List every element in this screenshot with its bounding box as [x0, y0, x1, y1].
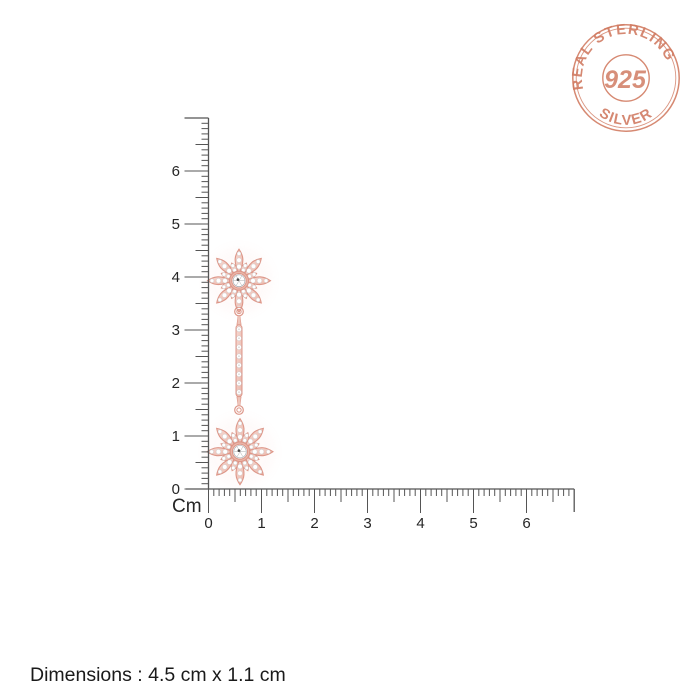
svg-text:0: 0: [204, 515, 212, 532]
svg-text:Cm: Cm: [172, 496, 202, 517]
svg-text:4: 4: [416, 515, 424, 532]
svg-text:925: 925: [604, 66, 647, 94]
svg-text:4: 4: [172, 269, 180, 286]
svg-text:2: 2: [310, 515, 318, 532]
svg-text:1: 1: [172, 428, 180, 445]
svg-text:2: 2: [172, 375, 180, 392]
svg-text:5: 5: [172, 216, 180, 233]
svg-text:5: 5: [469, 515, 477, 532]
svg-text:3: 3: [172, 322, 180, 339]
svg-text:SILVER: SILVER: [596, 105, 655, 129]
svg-text:6: 6: [172, 163, 180, 180]
svg-text:6: 6: [522, 515, 530, 532]
svg-text:1: 1: [257, 515, 265, 532]
svg-text:3: 3: [363, 515, 371, 532]
